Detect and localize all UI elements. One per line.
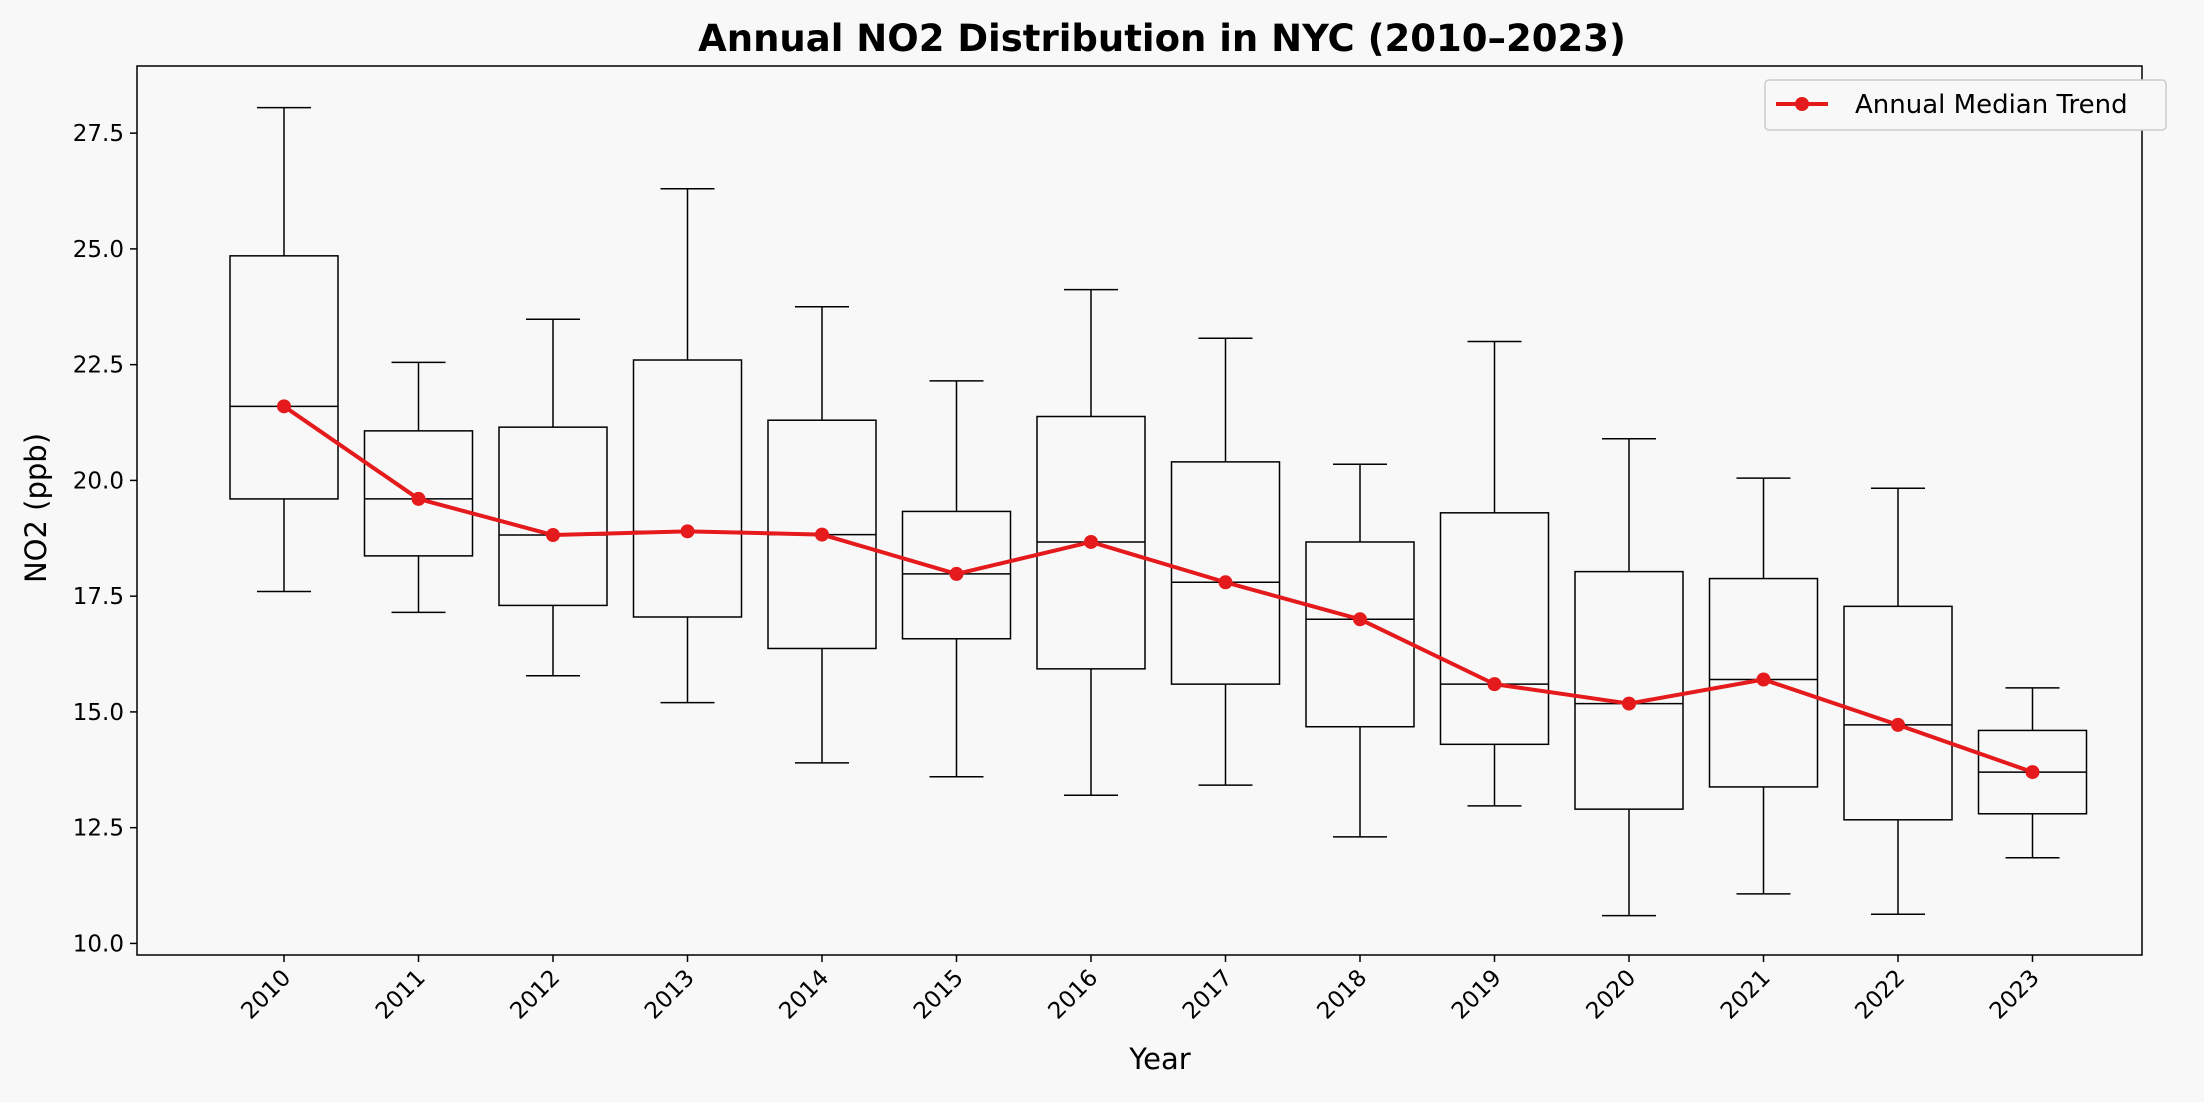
trend-point-2020 <box>1622 696 1636 711</box>
y-tick-label: 12.5 <box>73 816 124 842</box>
box-2017 <box>1170 337 1281 786</box>
iqr-box <box>498 426 608 607</box>
box-2015 <box>901 380 1012 778</box>
trend-point-2019 <box>1487 677 1502 692</box>
iqr-box <box>363 430 474 557</box>
y-tick-label: 17.5 <box>73 584 124 610</box>
trend-point-2017 <box>1218 575 1233 590</box>
plot-frame <box>136 65 2143 956</box>
trend-point-2015 <box>949 566 964 581</box>
iqr-box <box>1305 541 1415 728</box>
y-axis-label: NO2 (ppb) <box>19 433 53 583</box>
iqr-box <box>229 255 339 500</box>
trend-polyline <box>282 404 2034 774</box>
boxes-layer <box>229 106 2088 917</box>
iqr-box <box>632 359 743 618</box>
trend-point-2021 <box>1756 672 1771 687</box>
median-trend-line <box>277 399 2040 780</box>
iqr-box <box>1843 605 1953 821</box>
y-tick-label: 27.5 <box>73 121 124 147</box>
iqr-box <box>1439 512 1550 746</box>
trend-point-2011 <box>411 491 426 506</box>
trend-point-2018 <box>1353 612 1367 627</box>
x-axis-label: Year <box>1128 1042 1190 1076</box>
trend-point-2014 <box>815 527 829 542</box>
legend-label: Annual Median Trend <box>1855 90 2128 120</box>
trend-point-2012 <box>546 528 560 543</box>
y-tick-label: 22.5 <box>73 353 124 379</box>
iqr-box <box>1574 570 1684 810</box>
trend-point-2013 <box>680 524 695 539</box>
trend-point-2023 <box>2025 765 2040 780</box>
box-2019 <box>1439 340 1550 807</box>
y-tick-label: 25.0 <box>73 237 124 263</box>
chart-title: Annual NO2 Distribution in NYC (2010–202… <box>698 17 1626 60</box>
trend-point-2016 <box>1084 534 1098 549</box>
trend-point-2022 <box>1891 717 1905 732</box>
legend-frame <box>1764 79 2167 131</box>
plot-area <box>136 65 2143 956</box>
legend-marker-swatch <box>1795 97 1809 111</box>
iqr-box <box>1708 577 1819 788</box>
iqr-box <box>1170 461 1281 685</box>
y-tick-label: 10.0 <box>73 931 124 957</box>
box-2011 <box>363 361 474 614</box>
legend: Annual Median Trend <box>1764 79 2167 131</box>
trend-point-2010 <box>277 399 291 414</box>
iqr-box <box>901 510 1012 640</box>
y-tick-label: 15.0 <box>73 700 124 726</box>
y-axis-ticks: 10.0 12.5 15.0 17.5 20.0 22.5 25.0 27.5 <box>73 121 137 957</box>
y-tick-label: 20.0 <box>73 468 124 494</box>
